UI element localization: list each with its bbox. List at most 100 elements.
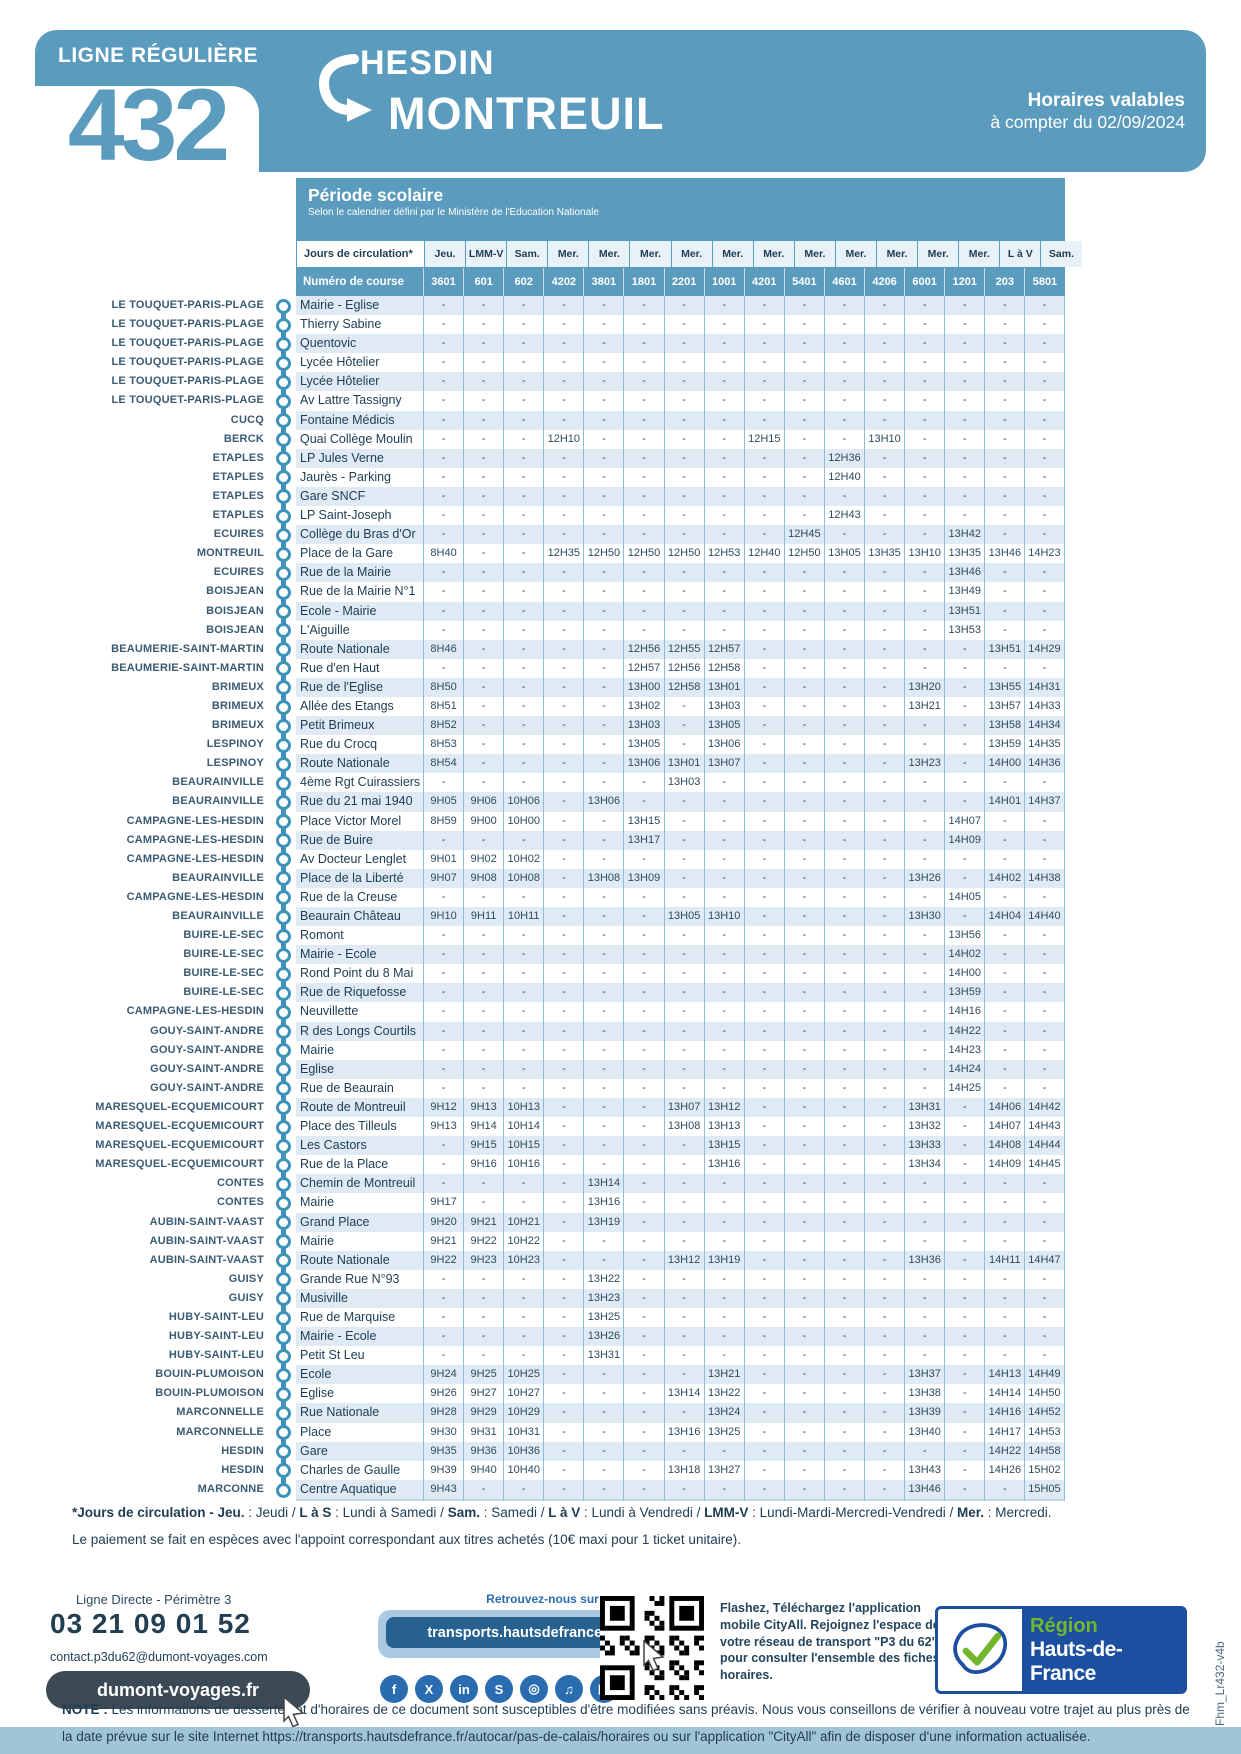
stop-marker-cell	[270, 1251, 296, 1270]
contact-email[interactable]: contact.p3du62@dumont-voyages.com	[50, 1650, 268, 1664]
linkedin-icon[interactable]: in	[450, 1675, 478, 1703]
time-cell: -	[543, 563, 584, 583]
time-cell: -	[823, 754, 865, 774]
time-cell: -	[1024, 525, 1065, 545]
days-label: Jours de circulation*	[297, 241, 424, 267]
city-name: BEAURAINVILLE	[172, 795, 264, 808]
stop-marker-icon	[276, 794, 291, 810]
time-cell: -	[663, 334, 704, 354]
x-icon[interactable]: X	[415, 1675, 443, 1703]
time-cell: -	[823, 1250, 865, 1270]
city-name: BOISJEAN	[206, 623, 264, 636]
time-cell: -	[944, 467, 984, 487]
time-cell: 9H20	[423, 1212, 464, 1232]
day-cell: Mer.	[589, 241, 630, 267]
city-name: GOUY-SAINT-ANDRE	[150, 1081, 264, 1094]
time-cell: -	[663, 945, 704, 965]
time-cell: -	[503, 506, 543, 526]
time-cell: -	[703, 525, 744, 545]
time-cell: 13H14	[663, 1384, 704, 1404]
timetable-row: BRIMEUX Allée des Etangs 8H51- - - -13H02-13H…	[58, 696, 1065, 717]
time-cell: -	[823, 1441, 865, 1461]
time-cell: -	[663, 1136, 704, 1156]
stop-marker-icon	[276, 546, 291, 562]
time-cell: -	[904, 429, 944, 449]
time-cell: 9H28	[423, 1403, 464, 1423]
time-cell: -	[543, 1078, 583, 1098]
time-cell: -	[984, 1346, 1024, 1366]
time-cell: 13H58	[984, 716, 1025, 736]
day-cell: Mer.	[753, 241, 794, 267]
timetable-row: BOISJEAN Ecole - Mairie - - - - - - - - - - - - -13H51…	[58, 601, 1065, 621]
time-cell: -	[864, 486, 905, 507]
time-cell: -	[623, 391, 663, 411]
time-cell: -	[984, 506, 1024, 526]
time-cell: 13H13	[703, 1117, 744, 1137]
snapchat-icon[interactable]: S	[485, 1675, 513, 1703]
time-cell: -	[423, 964, 463, 984]
time-cell: 14H22	[984, 1441, 1025, 1461]
day-cell: Mer.	[630, 241, 671, 267]
course-number-cell: 5401	[783, 268, 824, 296]
stop-name: Mairie	[300, 1233, 335, 1248]
time-cell: -	[503, 983, 544, 1003]
legend-segment: Sam.	[447, 1505, 480, 1520]
stop-marker-cell	[270, 735, 296, 754]
time-cell: -	[503, 1288, 544, 1308]
city-name: HESDIN	[221, 1444, 264, 1457]
time-cell: -	[623, 964, 663, 984]
city-name: BOUIN-PLUMOISON	[155, 1387, 264, 1400]
city-name: BUIRE-LE-SEC	[183, 967, 264, 980]
time-cell: 13H02	[623, 696, 663, 717]
legend-note: *Jours de circulation - Jeu. : Jeudi / L…	[72, 1505, 1172, 1520]
time-cell: -	[503, 1479, 544, 1501]
time-cell: 13H31	[904, 1097, 945, 1118]
time-cell: -	[823, 429, 864, 449]
time-cell: -	[423, 296, 464, 316]
stop-name: Lycée Hôtelier	[296, 372, 423, 392]
time-cell: -	[583, 1441, 624, 1461]
stop-marker-cell	[270, 1308, 296, 1327]
city-name: CAMPAGNE-LES-HESDIN	[126, 814, 264, 827]
time-cell: -	[503, 601, 544, 621]
time-cell: 9H00	[463, 811, 503, 831]
time-cell: -	[583, 945, 624, 965]
timetable-row: MARCONNELLE Place 9H30 9H31 10H31- - -13H16 13H…	[58, 1422, 1065, 1442]
time-cell: 12H50	[583, 544, 623, 564]
city-name: BUIRE-LE-SEC	[183, 929, 264, 942]
city-name: MARESQUEL-ECQUEMICOURT	[95, 1120, 264, 1133]
stop-name: LP Jules Verne	[296, 448, 423, 468]
time-cell: -	[783, 696, 824, 717]
stop-marker-cell	[270, 353, 296, 372]
stop-marker-cell	[270, 506, 296, 525]
stop-marker-cell	[270, 907, 296, 926]
stop-marker-icon	[276, 1100, 291, 1116]
facebook-icon[interactable]: f	[380, 1675, 408, 1703]
stop-marker-cell	[270, 812, 296, 831]
time-cell: -	[864, 830, 905, 850]
timetable-row: ECUIRES Rue de la Mairie - - - - - - - - - - - - -13H4…	[58, 563, 1065, 583]
city-name: LE TOUQUET-PARIS-PLAGE	[111, 337, 264, 350]
stop-marker-icon	[276, 661, 291, 677]
timetable-row: HESDIN Gare 9H35 9H36 10H36- - - - - - - - - - -14H22 1…	[58, 1441, 1065, 1461]
instagram-icon[interactable]: ◎	[520, 1675, 548, 1703]
time-cell: -	[503, 563, 544, 583]
stop-marker-cell	[270, 1041, 296, 1060]
time-cell: 10H06	[503, 792, 544, 812]
time-cell: -	[463, 677, 504, 697]
time-cell: 14H38	[1024, 868, 1065, 888]
stop-marker-icon	[276, 1062, 291, 1078]
time-cell: -	[543, 983, 584, 1003]
time-cell: -	[864, 983, 905, 1003]
time-cell: -	[783, 1269, 824, 1289]
time-cell: -	[864, 296, 905, 316]
time-cell: -	[503, 410, 544, 430]
stop-marker-cell	[270, 1327, 296, 1346]
time-cell: -	[984, 1174, 1025, 1194]
time-cell: 10H11	[503, 907, 544, 927]
tiktok-icon[interactable]: ♫	[555, 1675, 583, 1703]
dumont-voyages-button[interactable]: dumont-voyages.fr	[46, 1671, 310, 1709]
time-cell: -	[743, 525, 784, 545]
time-cell: -	[904, 1212, 945, 1232]
